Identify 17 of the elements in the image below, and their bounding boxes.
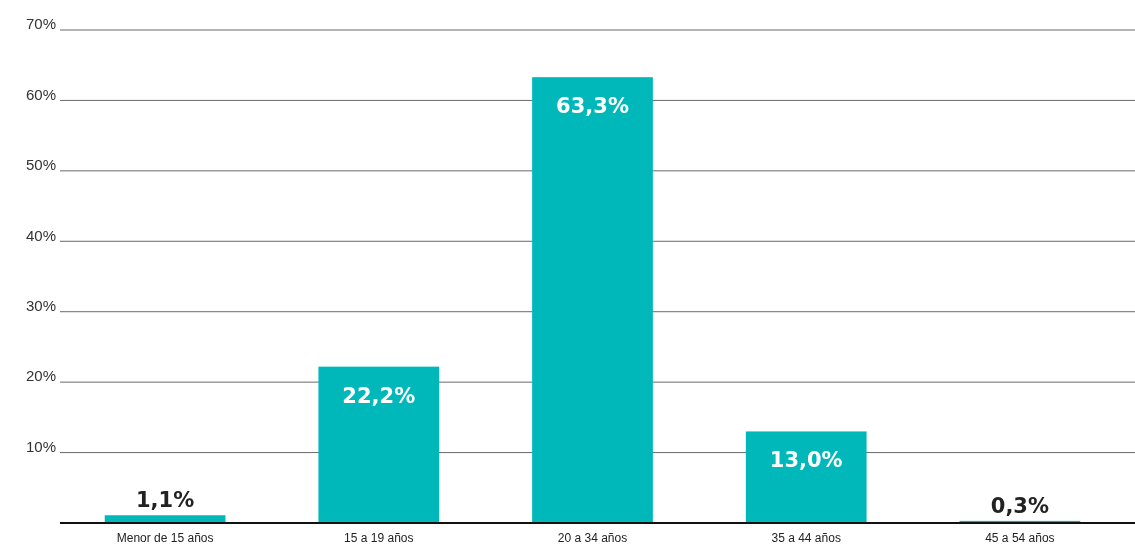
- data-label: 63,3%: [556, 94, 629, 119]
- x-tick-label: Menor de 15 años: [116, 530, 214, 545]
- data-label: 1,1%: [135, 488, 195, 513]
- y-tick-label: 50%: [25, 156, 56, 174]
- y-tick-label: 10%: [25, 437, 56, 455]
- data-label: 22,2%: [342, 383, 416, 408]
- data-label: 0,3%: [990, 493, 1050, 518]
- x-tick-label: 20 a 34 años: [557, 530, 628, 545]
- y-tick-label: 20%: [25, 367, 56, 385]
- x-tick-label: 15 a 19 años: [344, 530, 414, 545]
- x-tick-label: 35 a 44 años: [771, 530, 841, 545]
- data-label: 13,0%: [769, 448, 843, 473]
- x-tick-label: 45 a 54 años: [985, 530, 1055, 545]
- y-tick-label: 40%: [25, 226, 56, 244]
- y-tick-label: 70%: [25, 15, 56, 33]
- y-tick-label: 30%: [25, 297, 56, 315]
- y-tick-label: 60%: [25, 85, 56, 103]
